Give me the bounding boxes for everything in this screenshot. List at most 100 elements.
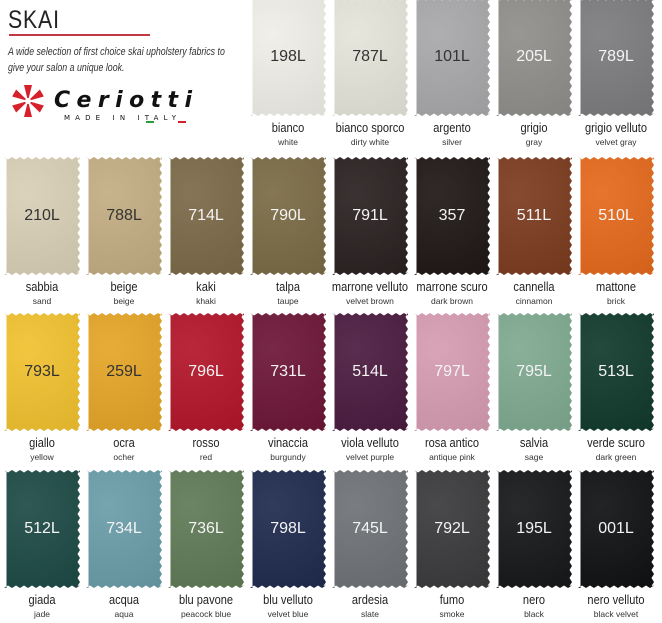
swatch-code: 798L <box>270 520 306 537</box>
page-title: SKAI <box>8 6 60 34</box>
swatch-195L[interactable]: 195L <box>496 470 572 588</box>
swatch-code: 788L <box>106 207 142 224</box>
swatch-796L[interactable]: 796L <box>168 313 244 431</box>
swatch-english-name: antique pink <box>429 452 475 462</box>
swatch-791L[interactable]: 791L <box>332 157 408 275</box>
swatch-english-name: dirty white <box>350 137 390 147</box>
swatch-english-name: sand <box>32 296 52 306</box>
swatch-english-name: dark green <box>595 452 637 462</box>
swatch-code: 736L <box>188 520 224 537</box>
swatch-english-name: ocher <box>113 452 135 462</box>
swatch-792L[interactable]: 792L <box>414 470 490 588</box>
swatch-205L[interactable]: 205L <box>496 0 572 116</box>
swatch-english-name: smoke <box>439 609 465 619</box>
swatch-english-name: burgundy <box>270 452 306 462</box>
swatch-english-name: velvet brown <box>346 296 394 306</box>
swatch-code: 791L <box>352 207 388 224</box>
swatch-english-name: khaki <box>196 296 216 306</box>
swatch-name: blu velluto <box>263 592 313 607</box>
swatch-code: 511L <box>516 207 552 224</box>
swatch-001L[interactable]: 001L <box>578 470 654 588</box>
swatch-english-name: sage <box>524 452 544 462</box>
swatch-code: 001L <box>598 520 634 537</box>
swatch-736L[interactable]: 736L <box>168 470 244 588</box>
swatch-code: 210L <box>24 207 60 224</box>
swatch-name: fumo <box>439 592 465 607</box>
swatch-797L[interactable]: 797L <box>414 313 490 431</box>
logo-tagline: MADE IN ITALY <box>64 114 177 122</box>
swatch-259L[interactable]: 259L <box>86 313 162 431</box>
swatch-name: marrone scuro <box>416 279 488 294</box>
swatch-789L[interactable]: 789L <box>578 0 654 116</box>
swatch-787L[interactable]: 787L <box>332 0 408 116</box>
swatch-788L[interactable]: 788L <box>86 157 162 275</box>
swatch-code: 513L <box>598 363 634 380</box>
swatch-name: salvia <box>519 435 549 450</box>
swatch-english-name: black velvet <box>593 609 639 619</box>
swatch-name: blu pavone <box>178 592 234 607</box>
swatch-731L[interactable]: 731L <box>250 313 326 431</box>
swatch-734L[interactable]: 734L <box>86 470 162 588</box>
swatch-798L[interactable]: 798L <box>250 470 326 588</box>
swatch-name: verde scuro <box>587 435 645 450</box>
swatch-210L[interactable]: 210L <box>4 157 80 275</box>
swatch-name: cannella <box>513 279 555 294</box>
swatch-english-name: velvet purple <box>345 452 395 462</box>
swatch-name: viola velluto <box>341 435 399 450</box>
swatch-code: 734L <box>106 520 142 537</box>
swatch-english-name: aqua <box>114 609 134 619</box>
swatch-357[interactable]: 357 <box>414 157 490 275</box>
swatch-name: beige <box>110 279 138 294</box>
swatch-745L[interactable]: 745L <box>332 470 408 588</box>
swatch-511L[interactable]: 511L <box>496 157 572 275</box>
swatch-code: 259L <box>106 363 142 380</box>
swatch-name: grigio <box>520 120 548 135</box>
swatch-code: 101L <box>434 48 470 65</box>
swatch-english-name: brick <box>607 296 625 306</box>
swatch-english-name: yellow <box>30 452 54 462</box>
swatch-790L[interactable]: 790L <box>250 157 326 275</box>
swatch-name: ardesia <box>351 592 389 607</box>
swatch-name: grigio velluto <box>584 120 648 135</box>
swatch-510L[interactable]: 510L <box>578 157 654 275</box>
swatch-795L[interactable]: 795L <box>496 313 572 431</box>
swatch-name: rosso <box>192 435 220 450</box>
description: A wide selection of first choice skai up… <box>8 46 225 74</box>
ceriotti-logo: Ceriotti MADE IN ITALY <box>12 85 192 123</box>
swatch-english-name: cinnamon <box>515 296 553 306</box>
swatch-code: 793L <box>24 363 60 380</box>
swatch-code: 205L <box>516 48 552 65</box>
swatch-english-name: dark brown <box>430 296 474 306</box>
swatch-name: mattone <box>596 279 636 294</box>
swatch-english-name: taupe <box>277 296 299 306</box>
logo-brand: Ceriotti <box>54 88 192 113</box>
swatch-name: sabbia <box>25 279 59 294</box>
swatch-english-name: black <box>524 609 544 619</box>
swatch-code: 198L <box>270 48 306 65</box>
swatch-793L[interactable]: 793L <box>4 313 80 431</box>
swatch-513L[interactable]: 513L <box>578 313 654 431</box>
swatch-101L[interactable]: 101L <box>414 0 490 116</box>
swatch-code: 731L <box>270 363 306 380</box>
swatch-name: marrone velluto <box>331 279 409 294</box>
swatch-english-name: silver <box>442 137 462 147</box>
swatch-name: acqua <box>108 592 140 607</box>
swatch-name: talpa <box>276 279 300 294</box>
swatch-714L[interactable]: 714L <box>168 157 244 275</box>
swatch-code: 514L <box>352 363 388 380</box>
swatch-code: 357 <box>438 207 466 224</box>
swatch-name: giallo <box>29 435 55 450</box>
swatch-name: bianco sporco <box>335 120 405 135</box>
swatch-code: 795L <box>516 363 552 380</box>
swatch-code: 745L <box>352 520 388 537</box>
title-underline <box>9 34 150 36</box>
swatch-code: 510L <box>598 207 634 224</box>
swatch-code: 790L <box>270 207 306 224</box>
swatch-514L[interactable]: 514L <box>332 313 408 431</box>
swatch-512L[interactable]: 512L <box>4 470 80 588</box>
swatch-198L[interactable]: 198L <box>250 0 326 116</box>
swatch-name: bianco <box>271 120 305 135</box>
swatch-english-name: red <box>199 452 213 462</box>
swatch-name: rosa antico <box>424 435 480 450</box>
